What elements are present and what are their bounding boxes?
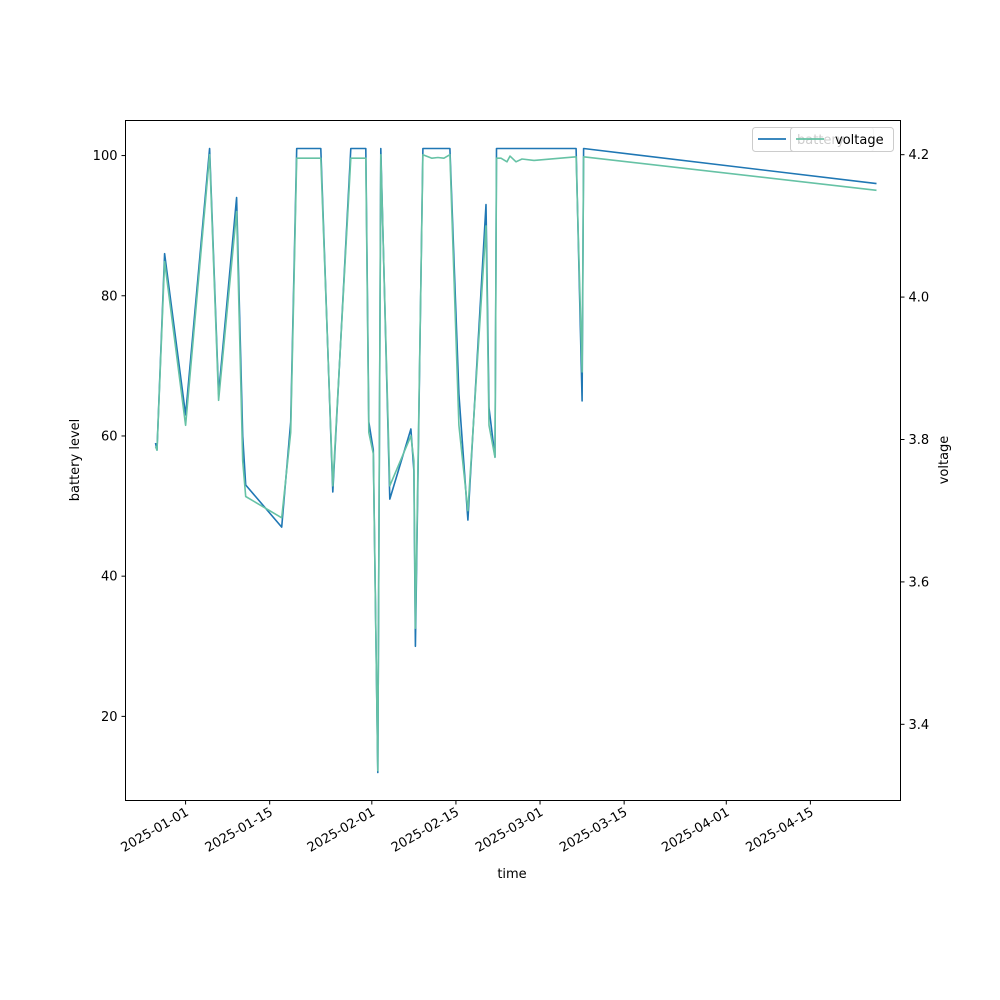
series-line-battery bbox=[154, 147, 877, 774]
right-y-tick-label: 3.4 bbox=[909, 718, 930, 733]
right-y-tick-label: 3.6 bbox=[909, 575, 930, 590]
right-y-tick-label: 4.0 bbox=[909, 291, 930, 306]
left-y-tick-label: 100 bbox=[93, 149, 118, 164]
series-line-voltage bbox=[154, 153, 877, 772]
left-y-tick-label: 60 bbox=[101, 429, 118, 444]
legend-voltage: voltage bbox=[790, 127, 894, 152]
x-tick-label: 2025-01-01 bbox=[119, 805, 192, 856]
right-y-tick-label: 4.2 bbox=[909, 148, 930, 163]
x-tick-label: 2025-03-15 bbox=[557, 805, 630, 856]
left-y-tick-label: 40 bbox=[101, 570, 118, 585]
plot-frame bbox=[125, 120, 901, 801]
legend-voltage-label: voltage bbox=[835, 133, 884, 148]
x-tick-label: 2025-03-01 bbox=[473, 805, 546, 856]
left-y-tick-label: 80 bbox=[101, 289, 118, 304]
right-axis-label: voltage bbox=[937, 436, 952, 485]
left-axis-ticks: 20 40 60 80 100 bbox=[93, 149, 126, 725]
right-y-tick-label: 3.8 bbox=[909, 433, 930, 448]
x-tick-label: 2025-02-01 bbox=[305, 805, 378, 856]
x-tick-label: 2025-04-01 bbox=[659, 805, 732, 856]
x-axis-ticks: 2025-01-01 2025-01-15 2025-02-01 2025-02-15… bbox=[119, 800, 816, 856]
plot-lines bbox=[154, 147, 877, 774]
left-axis-label: battery level bbox=[68, 419, 83, 502]
x-axis-label: time bbox=[497, 867, 526, 882]
left-y-tick-label: 20 bbox=[101, 710, 118, 725]
x-tick-label: 2025-04-15 bbox=[743, 805, 816, 856]
right-axis-ticks: 3.4 3.6 3.8 4.0 4.2 bbox=[900, 148, 930, 733]
x-tick-label: 2025-01-15 bbox=[203, 805, 276, 856]
x-tick-label: 2025-02-15 bbox=[389, 805, 462, 856]
